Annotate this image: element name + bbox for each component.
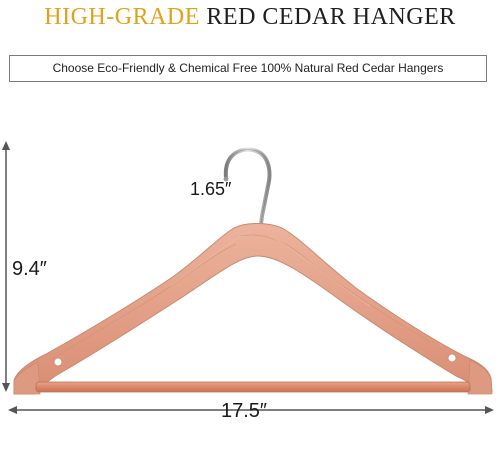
width-label: 17.5″ xyxy=(221,400,268,422)
tagline-box: Choose Eco-Friendly & Chemical Free 100%… xyxy=(9,55,487,82)
headline-rest: RED CEDAR HANGER xyxy=(206,4,456,30)
headline-highlight: HIGH-GRADE xyxy=(44,4,200,30)
height-dimension-line xyxy=(2,141,10,392)
metal-hook xyxy=(223,147,272,234)
headline: HIGH-GRADE RED CEDAR HANGER xyxy=(0,0,500,34)
hook-width-label: 1.65″ xyxy=(190,179,232,199)
height-label: 9.4″ xyxy=(12,258,47,280)
width-dimension-line xyxy=(8,406,494,414)
tagline-text: Choose Eco-Friendly & Chemical Free 100%… xyxy=(52,61,444,75)
wooden-hanger xyxy=(13,223,493,395)
